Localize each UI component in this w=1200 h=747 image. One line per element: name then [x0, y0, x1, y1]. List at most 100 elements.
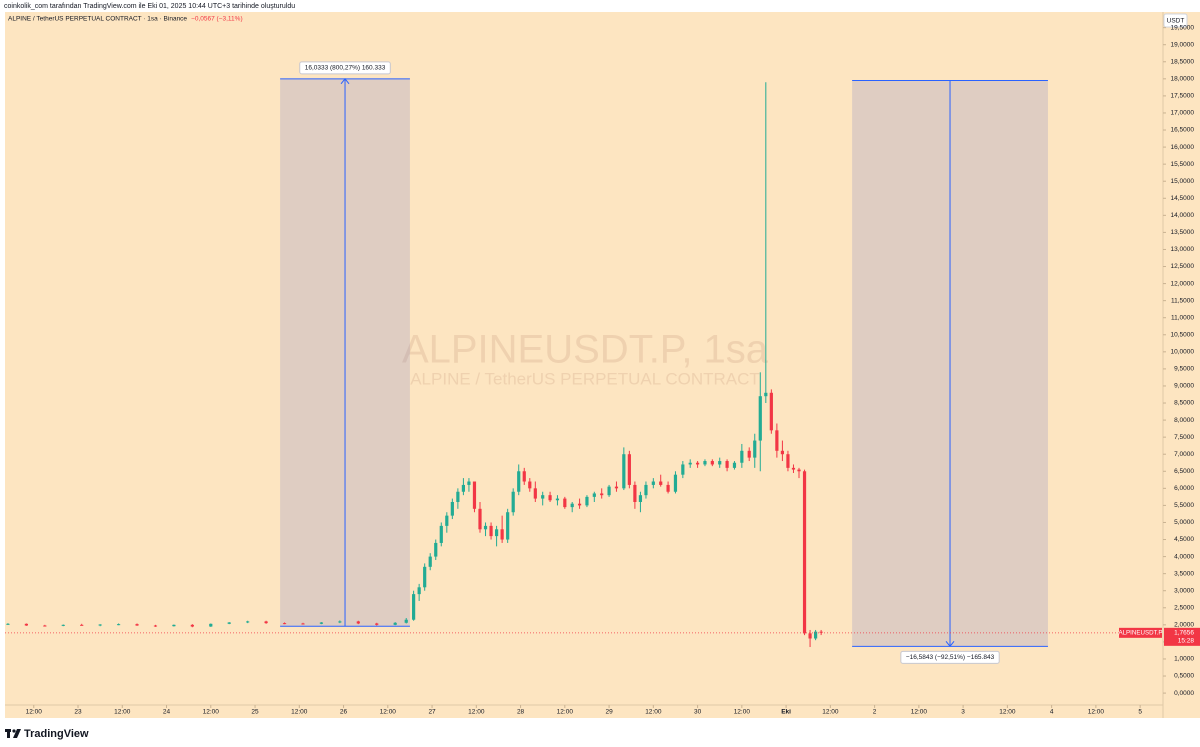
measure-label: −16,5843 (−92,51%) −165.843 [906, 654, 995, 661]
x-tick-label: Eki [781, 709, 791, 716]
candle-body [808, 633, 812, 639]
candle-body [98, 624, 102, 626]
candle-body [814, 631, 818, 639]
candle-body [585, 496, 589, 506]
brand[interactable]: TradingView [24, 728, 89, 740]
candle-body [764, 392, 768, 397]
y-tick-label: 18,5000 [1171, 58, 1195, 65]
candle-body [506, 512, 510, 540]
candle-body [517, 471, 521, 492]
candle-body [769, 392, 773, 431]
countdown: 15:28 [1178, 638, 1195, 645]
y-tick-label: 4,5000 [1174, 536, 1194, 543]
candle-body [264, 621, 268, 624]
x-tick-label: 29 [605, 709, 613, 716]
credit: coinkolik_com tarafından TradingView.com… [4, 3, 295, 10]
candle-body [511, 491, 515, 513]
symbol-label: ALPINEUSDT.P [1118, 629, 1162, 636]
candle-body [356, 621, 360, 624]
measure-label-box [900, 650, 1000, 664]
candle-body [570, 503, 574, 508]
currency[interactable]: USDT [1167, 18, 1185, 25]
last-price-label: 1,7656 [1174, 630, 1194, 637]
candle-body [428, 556, 432, 567]
candle-body [190, 624, 194, 627]
candle-body [802, 471, 807, 634]
candle-body [753, 440, 757, 458]
y-tick-label: 4,0000 [1174, 553, 1194, 560]
y-tick-label: 0,5000 [1174, 673, 1194, 680]
y-tick-label: 16,5000 [1171, 127, 1195, 134]
x-tick-label: 23 [74, 709, 82, 716]
candle-body [797, 469, 801, 472]
brand-logo[interactable] [5, 729, 21, 738]
y-tick-label: 1,0000 [1174, 656, 1194, 663]
arrow-head [340, 78, 350, 85]
candle-body [467, 481, 471, 485]
y-tick-label: 7,0000 [1174, 451, 1194, 458]
candle-body [533, 488, 537, 499]
arrow-head [945, 641, 955, 648]
candle-body [227, 622, 231, 624]
y-tick-label: 10,5000 [1171, 331, 1195, 338]
candle-body [775, 430, 779, 451]
candle-body [412, 594, 416, 620]
candle-body [24, 623, 28, 626]
candle-body [404, 619, 408, 623]
y-tick-label: 13,5000 [1171, 229, 1195, 236]
x-tick-label: 12:00 [734, 709, 751, 716]
candle-body [246, 621, 250, 623]
y-tick-label: 11,5000 [1171, 297, 1194, 304]
candle-body [563, 498, 567, 508]
candle-body [445, 515, 449, 526]
candle-body [607, 486, 611, 496]
candle-body [780, 450, 785, 455]
chart-title: ALPINE / TetherUS PERPETUAL CONTRACT · 1… [8, 16, 187, 23]
y-tick-label: 12,0000 [1171, 280, 1195, 287]
y-tick-label: 0,0000 [1174, 690, 1194, 697]
symbol-label-box [1119, 627, 1162, 638]
x-tick-label: 12:00 [1088, 709, 1105, 716]
y-tick-label: 13,0000 [1171, 246, 1195, 253]
x-tick-label: 12:00 [291, 709, 308, 716]
candle-body [80, 624, 84, 626]
candle-body [494, 529, 499, 537]
candle-body [528, 481, 532, 489]
candle-body [301, 623, 305, 625]
x-tick-label: 12:00 [645, 709, 662, 716]
y-tick-label: 8,0000 [1174, 417, 1194, 424]
y-tick-label: 18,0000 [1171, 76, 1195, 83]
x-tick-label: 28 [517, 709, 525, 716]
y-tick-label: 2,0000 [1174, 622, 1194, 629]
candle-body [791, 467, 796, 470]
measure-label: 16,0333 (800,27%) 160.333 [305, 65, 386, 72]
y-tick-label: 5,5000 [1174, 502, 1194, 509]
candle-body [483, 525, 488, 530]
x-tick-label: 12:00 [822, 709, 839, 716]
measure-label-group: 16,0333 (800,27%) 160.333 [299, 61, 391, 75]
y-tick-label: 19,0000 [1171, 41, 1195, 48]
candle-body [434, 542, 438, 557]
candle-body [695, 462, 700, 465]
measure-label-group: −16,5843 (−92,51%) −165.843 [900, 650, 1000, 664]
candle-body [338, 621, 342, 623]
last-price-box [1164, 627, 1200, 646]
y-tick-label: 17,0000 [1171, 110, 1195, 117]
candle-body [673, 474, 678, 492]
candle-body [172, 624, 176, 627]
x-tick-label: 25 [251, 709, 259, 716]
watermark-subtitle: ALPINE / TetherUS PERPETUAL CONTRACT [410, 369, 760, 388]
candle-body [282, 623, 287, 625]
logo-part [7, 729, 10, 738]
currency-box[interactable] [1163, 13, 1188, 28]
x-tick-label: 12:00 [911, 709, 928, 716]
candle-body [577, 503, 582, 506]
y-tick-label: 6,5000 [1174, 468, 1194, 475]
x-tick-label: 12:00 [114, 709, 131, 716]
candle-body [478, 508, 482, 530]
x-tick-label: 12:00 [999, 709, 1016, 716]
candle-body [500, 529, 504, 540]
x-tick-label: 26 [340, 709, 348, 716]
candle-body [651, 481, 655, 485]
candle-body [786, 454, 790, 468]
